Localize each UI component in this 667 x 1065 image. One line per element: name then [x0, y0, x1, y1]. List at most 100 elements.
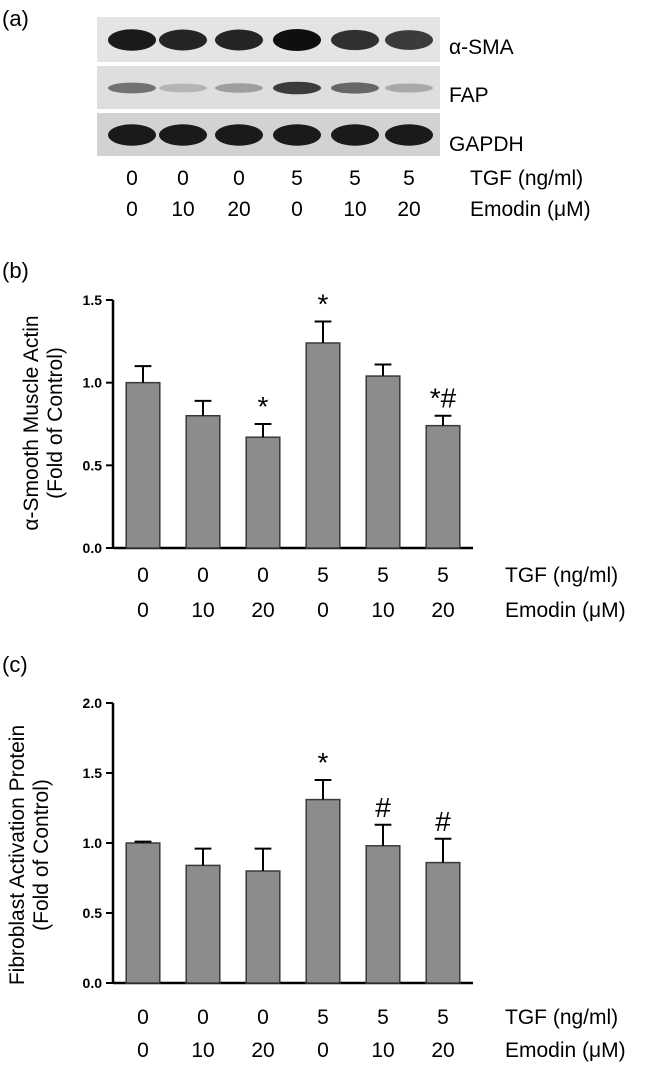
blot-band-fap-lane-2: [159, 83, 207, 93]
blot-emodin-value-1: 0: [126, 198, 138, 221]
chart-b-bar-2: [185, 414, 221, 549]
chart-c-emodin-value-5: 10: [371, 1039, 394, 1062]
chart-c-bar-5: [365, 845, 401, 984]
blot-band-fap-lane-1: [108, 82, 156, 94]
chart-b-emodin-value-6: 20: [431, 599, 454, 622]
blot-band-fap-lane-3: [215, 83, 263, 93]
panel-b: (b) α-Smooth Muscle Actin (Fold of Contr…: [2, 258, 626, 622]
blot-band-sma-lane-6: [385, 30, 433, 50]
chart-b-tgf-value-5: 5: [377, 564, 389, 587]
blot-band-fap-lane-5: [331, 82, 379, 94]
chart-b-bar-6: [425, 424, 461, 549]
chart-c-bar-6: [425, 861, 461, 984]
chart-b-tgf-value-4: 5: [317, 564, 329, 587]
chart-c-emodin-value-6: 20: [431, 1039, 454, 1062]
chart-c-ytick-label-0: 0.0: [83, 975, 103, 991]
blot-bands: [108, 29, 433, 146]
blot-emodin-value-4: 0: [291, 198, 303, 221]
chart-c-emodin-value-2: 10: [191, 1039, 214, 1062]
chart-c-tgf-value-2: 0: [197, 1006, 209, 1029]
chart-b-ytick-label-1: 0.5: [83, 457, 103, 473]
chart-c-annotation-6: #: [435, 806, 451, 837]
panel-c: (c) Fibroblast Activation Protein (Fold …: [2, 652, 626, 1062]
chart-b-bar-4: [305, 342, 341, 549]
blot-band-fap-lane-6: [385, 83, 433, 93]
blot-band-sma-lane-2: [159, 29, 207, 51]
blot-band-sma-lane-3: [215, 29, 263, 51]
blot-band-gapdh-lane-1: [108, 124, 156, 146]
chart-b-emodin-label: Emodin (μM): [505, 599, 626, 622]
chart-c-tgf-value-6: 5: [437, 1006, 449, 1029]
chart-b-ylabel-line1: α-Smooth Muscle Actin: [20, 315, 43, 530]
chart-b-bar-5: [365, 375, 401, 549]
chart-b-tgf-value-6: 5: [437, 564, 449, 587]
blot-band-gapdh-lane-6: [385, 124, 433, 146]
blot-emodin-label: Emodin (μM): [470, 198, 591, 221]
chart-b-tgf-value-2: 0: [197, 564, 209, 587]
chart-c-bar-2: [185, 864, 221, 984]
chart-b-tgf-label: TGF (ng/ml): [505, 564, 618, 587]
chart-c-tgf-value-1: 0: [137, 1006, 149, 1029]
blot-band-gapdh-lane-5: [331, 124, 379, 146]
blot-tgf-value-3: 0: [233, 167, 245, 190]
chart-b-ytick-label-2: 1.0: [83, 375, 103, 391]
chart-b-annotation-4: *: [318, 288, 329, 319]
chart-b-annotation-3: *: [258, 391, 269, 422]
chart-c-ytick-label-2: 1.0: [83, 835, 103, 851]
chart-c-emodin-value-1: 0: [137, 1039, 149, 1062]
chart-b-ytick-label-3: 1.5: [83, 292, 103, 308]
blot-label-fap: FAP: [449, 84, 489, 107]
chart-c-ytick-label-4: 2.0: [83, 695, 103, 711]
chart-c-ylabel-line2: (Fold of Control): [30, 779, 53, 931]
chart-b-tgf-value-3: 0: [257, 564, 269, 587]
blot-emodin-value-6: 20: [397, 198, 420, 221]
chart-b-emodin-value-1: 0: [137, 599, 149, 622]
blot-band-fap-lane-4: [273, 81, 321, 95]
blot-tgf-value-2: 0: [177, 167, 189, 190]
blot-band-gapdh-lane-2: [159, 124, 207, 146]
blot-tgf-value-4: 5: [291, 167, 303, 190]
chart-b: 0.0 0.5 1.0 1.5 0 0 0 10 * 0 20 * 5 0 5 10 *# 5 20: [83, 288, 473, 622]
chart-b-emodin-value-4: 0: [317, 599, 329, 622]
blot-tgf-value-1: 0: [126, 167, 138, 190]
blot-band-sma-lane-1: [108, 29, 156, 51]
blot-band-sma-lane-5: [331, 29, 379, 51]
chart-c-annotation-4: *: [318, 747, 329, 778]
blot-label-gapdh: GAPDH: [449, 133, 524, 156]
chart-c-bar-1: [125, 842, 161, 984]
chart-c-ytick-label-3: 1.5: [83, 765, 103, 781]
chart-c-ytick-label-1: 0.5: [83, 905, 103, 921]
chart-b-emodin-value-2: 10: [191, 599, 214, 622]
chart-b-bar-3: [245, 436, 281, 549]
chart-c-emodin-value-3: 20: [251, 1039, 274, 1062]
blot-emodin-row: 0 10 20 0 10 20: [126, 198, 421, 221]
blot-tgf-row: 0 0 0 5 5 5: [126, 167, 415, 190]
chart-c-tgf-value-4: 5: [317, 1006, 329, 1029]
chart-c-annotation-5: #: [375, 792, 391, 823]
chart-b-emodin-value-5: 10: [371, 599, 394, 622]
blot-tgf-label: TGF (ng/ml): [470, 167, 583, 190]
panel-label-c: (c): [2, 652, 28, 677]
panel-label-b: (b): [2, 258, 29, 283]
panel-a: (a) α-SMA FAP GAPDH 0 0 0 5 5 5 0 10 20 0 10 20 TG…: [2, 6, 591, 221]
chart-c-bar-4: [305, 798, 341, 984]
chart-c-tgf-value-3: 0: [257, 1006, 269, 1029]
blot-emodin-value-3: 20: [227, 198, 250, 221]
chart-c: 0.0 0.5 1.0 1.5 2.0 0 0 0 10 0 20 * 5 0 #5 10 #5 20: [83, 695, 473, 1062]
blot-band-gapdh-lane-3: [215, 124, 263, 146]
chart-b-ytick-label-0: 0.0: [83, 540, 103, 556]
blot-tgf-value-6: 5: [403, 167, 415, 190]
chart-c-ylabel-line1: Fibroblast Activation Protein: [6, 725, 29, 985]
chart-b-bar-1: [125, 381, 161, 549]
chart-b-ylabel-line2: (Fold of Control): [44, 347, 67, 499]
blot-band-sma-lane-4: [273, 29, 321, 51]
panel-label-a: (a): [2, 6, 29, 31]
chart-b-annotation-6: *#: [430, 383, 457, 414]
blot-tgf-value-5: 5: [349, 167, 361, 190]
chart-c-emodin-value-4: 0: [317, 1039, 329, 1062]
chart-c-tgf-label: TGF (ng/ml): [505, 1006, 618, 1029]
chart-c-tgf-value-5: 5: [377, 1006, 389, 1029]
chart-c-bar-3: [245, 870, 281, 984]
chart-b-tgf-value-1: 0: [137, 564, 149, 587]
